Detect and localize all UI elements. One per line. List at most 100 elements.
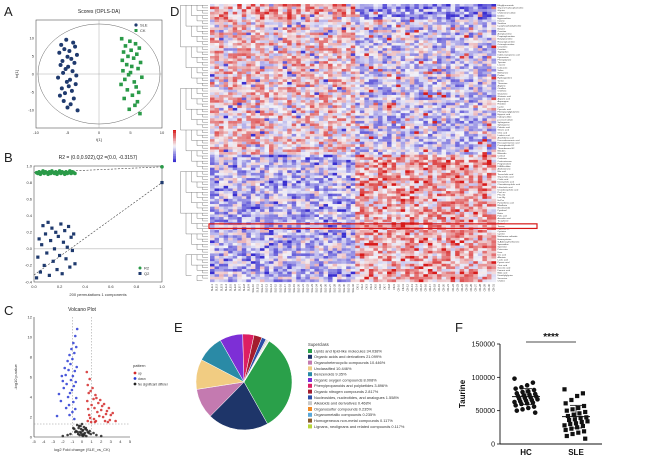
- heatmap-cell: [219, 37, 224, 41]
- heatmap-cell: [427, 24, 433, 28]
- heatmap-cell: [287, 24, 292, 28]
- heatmap-cell: [228, 136, 233, 140]
- heatmap-cell: [396, 92, 401, 96]
- heatmap-cell: [309, 45, 315, 49]
- heatmap-cell: [228, 48, 233, 51]
- heatmap-cell: [300, 141, 306, 145]
- heatmap-cell: [223, 149, 229, 153]
- volcano-point-down: [74, 345, 78, 349]
- heatmap-cell: [459, 165, 465, 168]
- heatmap-cell: [346, 71, 351, 75]
- heatmap-cell: [432, 14, 438, 18]
- heatmap-cell: [405, 35, 410, 38]
- heatmap-cell: [396, 188, 401, 192]
- heatmap-cell: [214, 81, 220, 85]
- heatmap-cell: [418, 19, 424, 23]
- heatmap-cell: [300, 152, 306, 155]
- heatmap-cell: [278, 6, 283, 10]
- heatmap-cell: [391, 79, 397, 83]
- heatmap-cell: [318, 185, 324, 189]
- heatmap-cell: [287, 175, 292, 179]
- heatmap-cell: [219, 180, 224, 184]
- y-tick-label: 8: [30, 354, 33, 359]
- heatmap-cell: [436, 42, 442, 46]
- dendrogram-branch: [196, 129, 203, 136]
- heatmap-cell: [382, 157, 388, 161]
- heatmap-cell: [328, 92, 333, 96]
- heatmap-cell: [377, 84, 383, 88]
- heatmap-cell: [477, 66, 483, 70]
- heatmap-cell: [296, 16, 301, 20]
- heatmap-cell: [300, 45, 306, 49]
- heatmap-cell: [259, 144, 265, 148]
- heatmap-cell: [382, 136, 388, 140]
- heatmap-cell: [382, 11, 388, 15]
- heatmap-cell: [273, 76, 279, 80]
- heatmap-cell: [405, 144, 410, 148]
- heatmap-cell: [296, 92, 301, 96]
- heatmap-cell: [396, 185, 401, 189]
- heatmap-cell: [219, 11, 224, 15]
- heatmap-cell: [232, 180, 238, 184]
- heatmap-cell: [287, 87, 292, 90]
- heatmap-cell: [414, 157, 419, 161]
- heatmap-cell: [459, 4, 465, 7]
- heatmap-cell: [423, 29, 429, 33]
- heatmap-cell: [414, 102, 419, 106]
- heatmap-cell: [368, 22, 374, 25]
- heatmap-cell: [341, 58, 347, 62]
- heatmap-cell: [432, 180, 438, 184]
- heatmap-cell: [350, 162, 356, 166]
- heatmap-cell: [414, 42, 419, 46]
- heatmap-cell: [350, 58, 356, 62]
- heatmap-cell: [337, 79, 342, 83]
- heatmap-cell: [328, 162, 333, 166]
- heatmap-cell: [387, 133, 392, 137]
- point-sle: [68, 102, 73, 107]
- heatmap-cell: [278, 185, 283, 189]
- heatmap-cell: [219, 100, 224, 103]
- heatmap-cell: [341, 6, 347, 10]
- heatmap-cell: [418, 133, 424, 137]
- volcano-point-up: [97, 401, 100, 405]
- heatmap-cell: [486, 84, 492, 88]
- heatmap-cell: [305, 55, 311, 59]
- heatmap-cell: [346, 139, 351, 142]
- heatmap-cell: [228, 191, 233, 194]
- point-ck: [136, 90, 141, 95]
- heatmap-cell: [382, 188, 388, 192]
- heatmap-cell: [364, 32, 370, 36]
- heatmap-cell: [355, 27, 360, 31]
- heatmap-cell: [477, 178, 483, 181]
- heatmap-cell: [250, 37, 256, 41]
- dendrogram-branch: [196, 77, 203, 84]
- heatmap-cell: [278, 53, 283, 57]
- heatmap-cell: [482, 120, 488, 124]
- heatmap-cell: [282, 139, 288, 142]
- heatmap-cell: [364, 11, 370, 15]
- heatmap-cell: [228, 35, 233, 38]
- dendrogram-branch: [196, 150, 203, 157]
- heatmap-cell: [296, 120, 301, 124]
- dendrogram-branch: [196, 244, 203, 250]
- heatmap-cell: [355, 105, 360, 109]
- heatmap-cell: [355, 48, 360, 51]
- heatmap-cell: [332, 37, 338, 41]
- heatmap-cell: [237, 76, 242, 80]
- heatmap-cell: [278, 42, 283, 46]
- heatmap-cell: [300, 157, 306, 161]
- heatmap-cell: [214, 167, 220, 171]
- heatmap-cell: [219, 113, 224, 116]
- heatmap-cell: [423, 55, 429, 59]
- heatmap-cell: [364, 35, 370, 38]
- heatmap-cell: [486, 110, 492, 114]
- heatmap-cell: [455, 175, 460, 179]
- heatmap-cell: [337, 146, 342, 150]
- dendrogram-branch: [202, 36, 208, 40]
- heatmap-cell: [418, 68, 424, 72]
- heatmap-cell: [359, 53, 365, 57]
- point-ck: [119, 82, 123, 87]
- heatmap-cell: [400, 50, 406, 54]
- heatmap-cell: [255, 14, 261, 18]
- heatmap-cell: [432, 40, 438, 44]
